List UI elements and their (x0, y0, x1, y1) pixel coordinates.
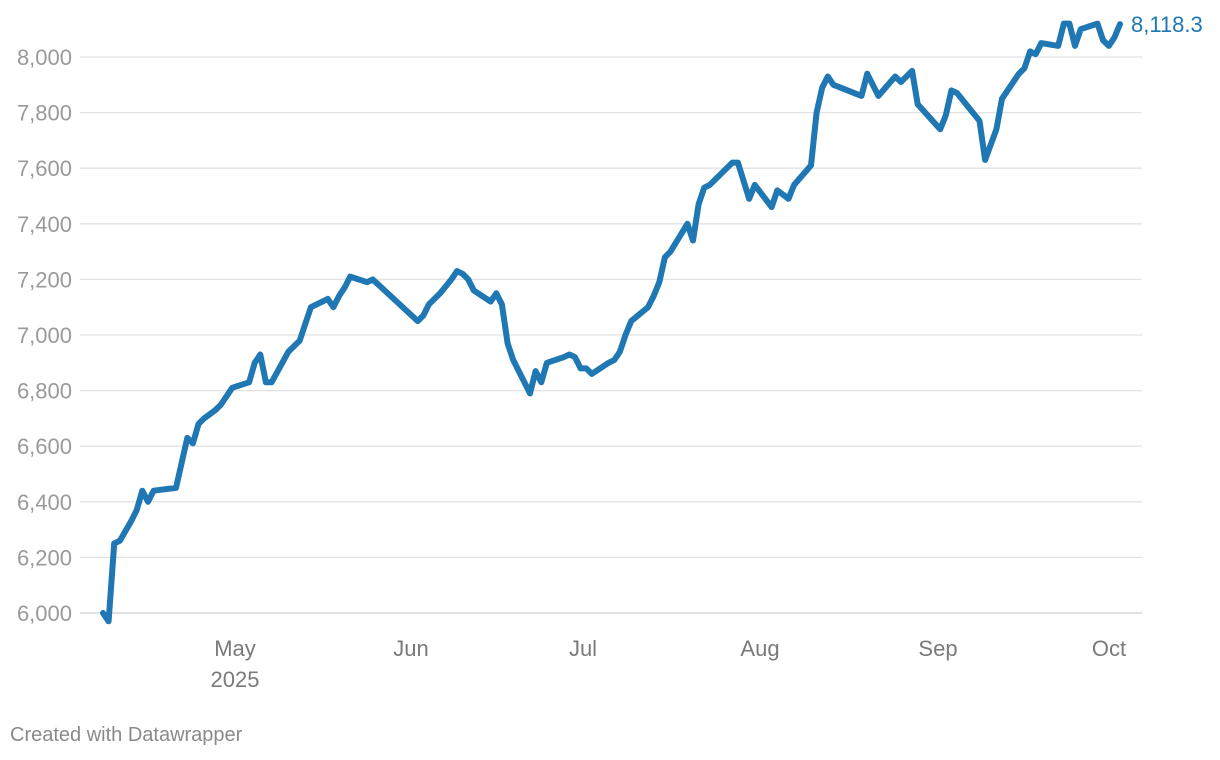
end-value-label: 8,118.3 (1131, 12, 1203, 37)
y-tick-label: 6,000 (17, 601, 72, 626)
gridlines (80, 56, 1142, 614)
x-tick-label: Jul (569, 636, 597, 661)
x-tick-label: Jun (393, 636, 428, 661)
y-tick-label: 7,400 (17, 212, 72, 237)
x-tick-label: Aug (740, 636, 779, 661)
y-axis-labels: 6,000 6,200 6,400 6,600 6,800 7,000 7,200 7,400… (17, 45, 72, 626)
x-tick-sublabel: 2025 (211, 667, 260, 692)
y-tick-label: 8,000 (17, 45, 72, 70)
y-tick-label: 7,800 (17, 101, 72, 126)
y-tick-label: 7,000 (17, 323, 72, 348)
x-axis-labels: May 2025 Jun Jul Aug Sep Oct (211, 636, 1127, 692)
series-line (100, 20, 1123, 625)
x-tick-label: Oct (1092, 636, 1126, 661)
y-tick-label: 6,600 (17, 434, 72, 459)
y-tick-label: 7,600 (17, 156, 72, 181)
x-tick-label: Sep (918, 636, 957, 661)
credit-footer: Created with Datawrapper (10, 724, 243, 746)
y-tick-label: 6,800 (17, 379, 72, 404)
y-tick-label: 6,400 (17, 490, 72, 515)
y-tick-label: 6,200 (17, 545, 72, 570)
x-tick-label: May (214, 636, 256, 661)
y-tick-label: 7,200 (17, 267, 72, 292)
